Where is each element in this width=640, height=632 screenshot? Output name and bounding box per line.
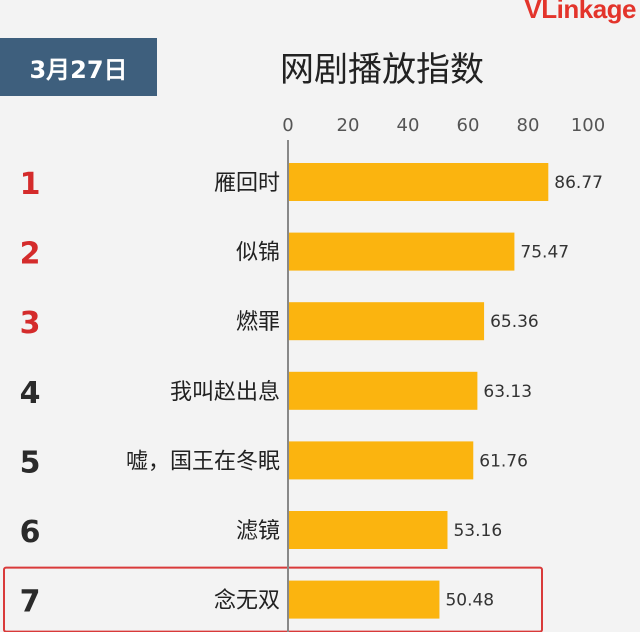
x-tick-label: 60 xyxy=(457,115,480,136)
bar xyxy=(288,580,440,619)
chart-title: 网剧播放指数 xyxy=(280,50,484,90)
value-label: 61.76 xyxy=(479,451,528,471)
bar xyxy=(288,163,549,201)
x-tick-label: 0 xyxy=(282,115,293,136)
x-tick-label: 20 xyxy=(337,115,360,136)
value-label: 53.16 xyxy=(453,521,502,541)
category-label: 雁回时 xyxy=(214,171,280,196)
bar xyxy=(288,441,474,480)
bar xyxy=(288,302,485,341)
value-label: 86.77 xyxy=(554,173,603,193)
category-label: 念无双 xyxy=(214,589,280,614)
rank-number: 3 xyxy=(20,306,41,341)
rank-number: 5 xyxy=(20,445,41,480)
category-label: 嘘，国王在冬眠 xyxy=(126,449,280,474)
category-label: 似锦 xyxy=(236,241,280,266)
bar xyxy=(288,511,448,549)
rank-number: 2 xyxy=(20,237,41,272)
x-tick-label: 100 xyxy=(571,115,605,136)
rank-number: 4 xyxy=(20,376,41,411)
x-tick-label: 80 xyxy=(517,115,540,136)
date-badge: 3月27日 xyxy=(0,38,157,96)
x-tick-label: 40 xyxy=(397,115,420,136)
category-label: 滤镜 xyxy=(236,519,280,544)
value-label: 65.36 xyxy=(490,312,539,332)
category-label: 我叫赵出息 xyxy=(170,380,280,405)
bar xyxy=(288,371,478,410)
value-label: 50.48 xyxy=(445,591,494,611)
rank-number: 7 xyxy=(20,585,41,620)
rank-number: 6 xyxy=(20,515,41,550)
rank-number: 1 xyxy=(20,167,41,202)
value-label: 63.13 xyxy=(483,382,532,402)
brand-logo: VLinkage xyxy=(524,0,636,24)
value-label: 75.47 xyxy=(520,243,569,263)
bar xyxy=(288,232,515,271)
category-label: 燃罪 xyxy=(236,310,280,335)
